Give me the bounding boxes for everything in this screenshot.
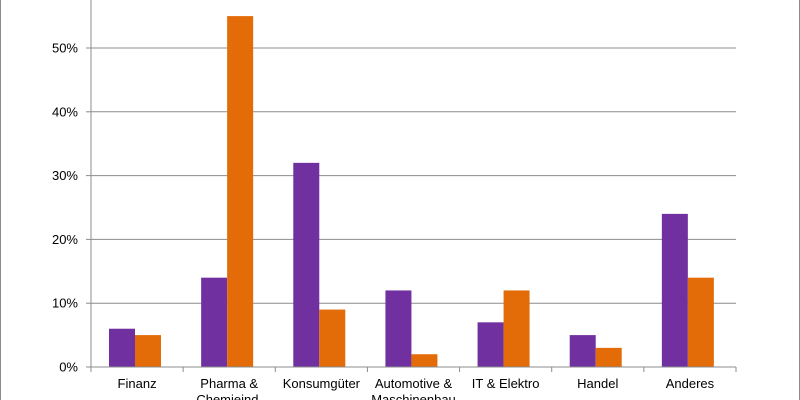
- x-category-label: IT & Elektro: [472, 376, 540, 391]
- bar-series-1-cat-2: [201, 277, 228, 367]
- y-tick-label: 20%: [52, 232, 78, 247]
- bar-series-2-cat-6: [595, 347, 622, 367]
- axes: [86, 0, 737, 372]
- bar-series-2-cat-7: [687, 277, 714, 367]
- bar-series-2-cat-4: [411, 354, 438, 367]
- bar-series-1-cat-7: [661, 213, 688, 367]
- x-category-label: Pharma &: [200, 376, 258, 391]
- x-category-label: Chemieind.: [196, 392, 262, 400]
- bar-series-1-cat-5: [477, 322, 504, 367]
- bars: [109, 16, 714, 367]
- x-category-label: Anderes: [666, 376, 715, 391]
- bar-series-2-cat-1: [135, 335, 161, 367]
- labels: 0% 10% 20% 30% 40% 50% Finanz Pharma &Chemieind…: [52, 41, 715, 400]
- x-category-label: Konsumgüter: [283, 376, 361, 391]
- bar-series-2-cat-2: [227, 16, 254, 367]
- y-tick-label: 50%: [52, 41, 78, 56]
- bar-series-1-cat-1: [109, 328, 135, 367]
- y-tick-label: 10%: [52, 296, 78, 311]
- x-category-label: Handel: [577, 376, 618, 391]
- x-category-label: Maschinenbau: [371, 392, 456, 400]
- bar-series-2-cat-3: [319, 309, 346, 367]
- gridlines: [91, 47, 736, 304]
- y-tick-label: 30%: [52, 168, 78, 183]
- bar-series-2-cat-5: [503, 290, 530, 367]
- bar-series-1-cat-6: [569, 335, 596, 367]
- y-tick-label: 0%: [59, 360, 78, 375]
- bar-series-1-cat-4: [385, 290, 412, 367]
- y-tick-label: 40%: [52, 104, 78, 119]
- x-category-label: Automotive &: [375, 376, 453, 391]
- x-category-label: Finanz: [118, 376, 157, 391]
- bar-series-1-cat-3: [293, 162, 320, 367]
